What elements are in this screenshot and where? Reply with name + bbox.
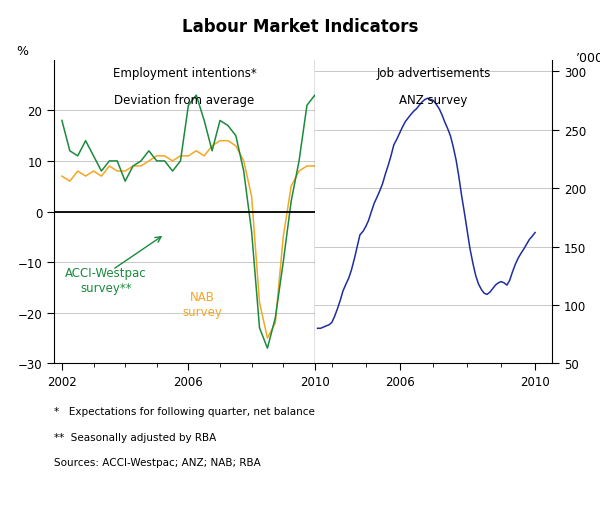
- Text: Labour Market Indicators: Labour Market Indicators: [182, 18, 418, 36]
- Text: NAB
survey: NAB survey: [183, 291, 223, 319]
- Text: Employment intentions*: Employment intentions*: [113, 67, 256, 80]
- Text: *   Expectations for following quarter, net balance: * Expectations for following quarter, ne…: [54, 407, 315, 417]
- Text: Job advertisements: Job advertisements: [376, 67, 491, 80]
- Y-axis label: ’000: ’000: [576, 52, 600, 65]
- Text: ACCI-Westpac
survey**: ACCI-Westpac survey**: [65, 267, 147, 294]
- Y-axis label: %: %: [17, 44, 29, 58]
- Text: ANZ survey: ANZ survey: [399, 94, 467, 107]
- Text: Deviation from average: Deviation from average: [115, 94, 254, 107]
- Text: Sources: ACCI-Westpac; ANZ; NAB; RBA: Sources: ACCI-Westpac; ANZ; NAB; RBA: [54, 457, 261, 467]
- Text: **  Seasonally adjusted by RBA: ** Seasonally adjusted by RBA: [54, 432, 216, 442]
